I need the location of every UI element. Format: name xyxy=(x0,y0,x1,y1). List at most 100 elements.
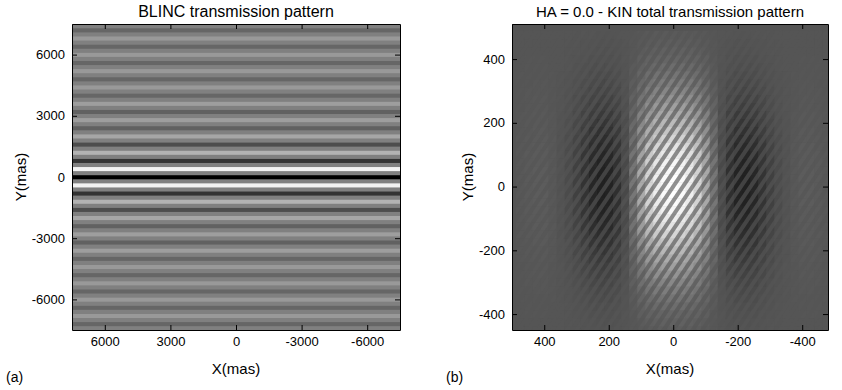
heatmap-cell xyxy=(564,198,573,206)
heatmap-cell xyxy=(637,302,646,310)
heatmap-cell xyxy=(782,111,791,119)
heatmap-cell xyxy=(661,302,670,310)
heatmap-cell xyxy=(516,254,525,262)
heatmap-cell xyxy=(629,55,638,63)
heatmap-cell xyxy=(677,55,686,63)
heatmap-cell xyxy=(806,95,815,103)
heatmap-cell xyxy=(790,214,799,222)
heatmap-cell xyxy=(677,63,686,71)
heatmap-cell xyxy=(629,278,638,286)
heatmap-row xyxy=(72,244,400,249)
heatmap-cell xyxy=(580,310,589,318)
heatmap-cell xyxy=(564,95,573,103)
heatmap-cell xyxy=(806,294,815,302)
heatmap-cell xyxy=(717,79,726,87)
heatmap-cell xyxy=(604,111,613,119)
heatmap-cell xyxy=(596,198,605,206)
heatmap-cell xyxy=(604,198,613,206)
heatmap-cell xyxy=(758,182,767,190)
heatmap-cell xyxy=(540,47,549,55)
heatmap-cell xyxy=(806,230,815,238)
heatmap-cell xyxy=(629,286,638,294)
heatmap-cell xyxy=(790,142,799,150)
heatmap-cell xyxy=(661,135,670,143)
heatmap-cell xyxy=(693,262,702,270)
heatmap-cell xyxy=(701,182,710,190)
heatmap-cell xyxy=(717,278,726,286)
tick-mark xyxy=(512,123,517,124)
heatmap-cell xyxy=(629,198,638,206)
title: HA = 0.0 - KIN total transmission patter… xyxy=(536,3,804,20)
heatmap-cell xyxy=(677,310,686,318)
heatmap-cell xyxy=(604,230,613,238)
heatmap-cell xyxy=(669,230,678,238)
heatmap-cell xyxy=(661,119,670,127)
heatmap-cell xyxy=(548,71,557,79)
heatmap-cell xyxy=(798,310,807,318)
heatmap-cell xyxy=(725,111,734,119)
heatmap-cell xyxy=(733,318,742,326)
heatmap-cell xyxy=(596,79,605,87)
heatmap-cell xyxy=(774,262,783,270)
heatmap-cell xyxy=(798,31,807,39)
heatmap-cell xyxy=(822,294,828,302)
heatmap-cell xyxy=(669,39,678,47)
heatmap-cell xyxy=(629,318,638,326)
heatmap-cell xyxy=(621,79,630,87)
heatmap-cell xyxy=(750,103,759,111)
heatmap-cell xyxy=(725,270,734,278)
heatmap-cell xyxy=(685,310,694,318)
heatmap-cell xyxy=(741,278,750,286)
heatmap-cell xyxy=(588,278,597,286)
heatmap-cell xyxy=(540,79,549,87)
heatmap-cell xyxy=(693,278,702,286)
tick xyxy=(367,24,368,29)
heatmap-cell xyxy=(548,270,557,278)
heatmap-cell xyxy=(677,119,686,127)
heatmap-cell xyxy=(661,182,670,190)
heatmap-cell xyxy=(532,127,541,135)
heatmap-cell xyxy=(604,182,613,190)
heatmap-cell xyxy=(621,214,630,222)
heatmap-row xyxy=(72,40,400,45)
heatmap-cell xyxy=(604,95,613,103)
heatmap-cell xyxy=(717,206,726,214)
heatmap-cell xyxy=(524,71,533,79)
heatmap-cell xyxy=(806,278,815,286)
heatmap-cell xyxy=(653,238,662,246)
heatmap-cell xyxy=(758,63,767,71)
heatmap-cell xyxy=(782,206,791,214)
heatmap-cell xyxy=(580,87,589,95)
heatmap-cell xyxy=(637,214,646,222)
heatmap-cell xyxy=(701,286,710,294)
heatmap-cell xyxy=(758,127,767,135)
heatmap-cell xyxy=(661,95,670,103)
heatmap-cell xyxy=(798,246,807,254)
heatmap-cell xyxy=(588,246,597,254)
heatmap-cell xyxy=(580,158,589,166)
heatmap-cell xyxy=(613,142,622,150)
heatmap-row xyxy=(72,179,400,184)
heatmap-cell xyxy=(669,326,678,330)
heatmap-cell xyxy=(653,302,662,310)
heatmap-cell xyxy=(613,190,622,198)
heatmap-cell xyxy=(556,63,565,71)
heatmap-cell xyxy=(717,262,726,270)
heatmap-cell xyxy=(564,270,573,278)
heatmap-cell xyxy=(766,214,775,222)
heatmap-cell xyxy=(766,31,775,39)
heatmap-cell xyxy=(540,270,549,278)
heatmap-cell xyxy=(556,310,565,318)
heatmap-cell xyxy=(685,103,694,111)
heatmap-cell xyxy=(564,262,573,270)
heatmap-cell xyxy=(516,214,525,222)
heatmap-cell xyxy=(564,119,573,127)
heatmap-cell xyxy=(588,47,597,55)
heatmap-cell xyxy=(741,103,750,111)
heatmap-cell xyxy=(669,214,678,222)
heatmap-cell xyxy=(693,166,702,174)
heatmap-cell xyxy=(733,286,742,294)
heatmap-cell xyxy=(693,119,702,127)
heatmap-row xyxy=(72,85,400,90)
heatmap-cell xyxy=(701,238,710,246)
